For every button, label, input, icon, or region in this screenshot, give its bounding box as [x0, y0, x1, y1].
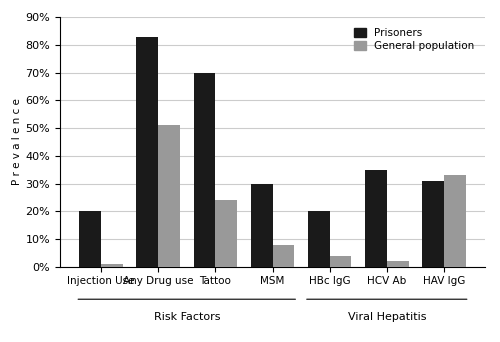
Bar	[251, 184, 272, 267]
Bar	[101, 264, 123, 267]
Bar	[387, 261, 408, 267]
Bar	[136, 37, 158, 267]
Bar	[158, 125, 180, 267]
Y-axis label: P r e v a l e n c e: P r e v a l e n c e	[12, 98, 22, 185]
Bar	[422, 181, 444, 267]
Bar	[194, 73, 216, 267]
Bar	[216, 200, 237, 267]
Bar	[80, 211, 101, 267]
Text: Risk Factors: Risk Factors	[154, 312, 220, 322]
Bar	[444, 175, 466, 267]
Text: Viral Hepatitis: Viral Hepatitis	[348, 312, 426, 322]
Bar	[330, 256, 351, 267]
Bar	[365, 170, 387, 267]
Bar	[308, 211, 330, 267]
Legend: Prisoners, General population: Prisoners, General population	[348, 22, 480, 56]
Bar	[272, 245, 294, 267]
